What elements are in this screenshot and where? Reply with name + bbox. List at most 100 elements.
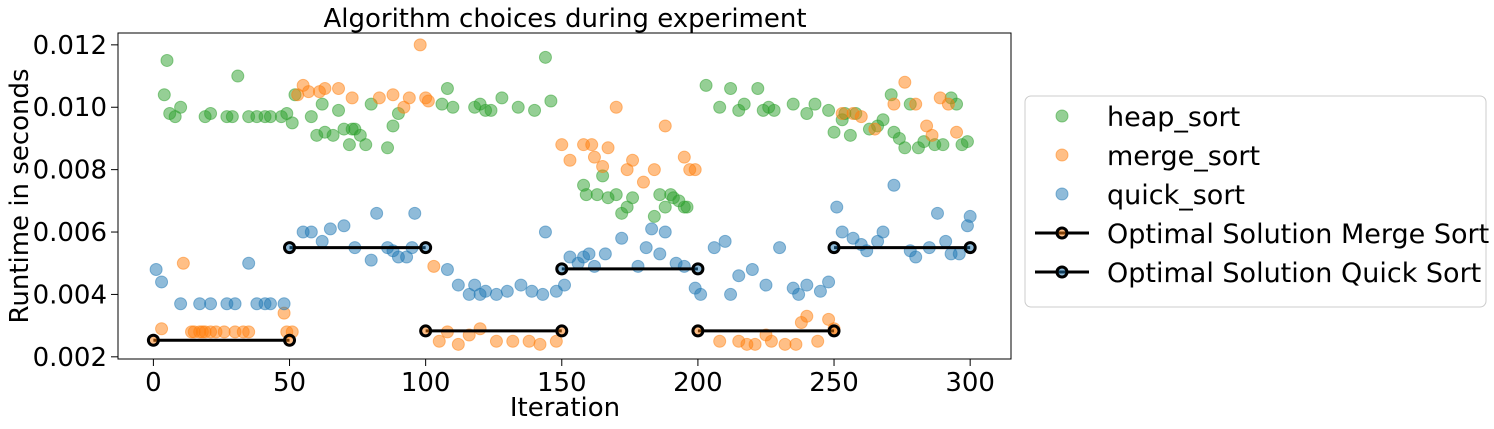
heap_sort-point — [786, 97, 800, 111]
quick_sort-point — [759, 278, 773, 292]
legend-item: Optimal Solution Merge Sort — [1035, 219, 1489, 250]
legend-marker — [1055, 226, 1069, 240]
quick_sort-point — [773, 241, 787, 255]
quick_sort-point — [909, 250, 923, 264]
plot-area — [146, 38, 977, 351]
heap_sort-point — [653, 188, 667, 202]
heap_sort-point — [800, 106, 814, 120]
y-tick-label: 0.002 — [33, 343, 107, 373]
legend-item: quick_sort — [1055, 180, 1245, 211]
legend-marker — [1055, 109, 1069, 123]
quick_sort-point — [792, 287, 806, 301]
quick_sort-point — [645, 222, 659, 236]
heap_sort-point — [225, 110, 239, 124]
optimal-marker — [555, 324, 569, 338]
quick_sort-series — [149, 178, 977, 311]
merge_sort-point — [925, 128, 939, 142]
heap_sort-point — [544, 94, 558, 108]
merge_sort-point — [835, 106, 849, 120]
heap_sort-point — [960, 135, 974, 149]
quick_sort-point — [514, 278, 528, 292]
merge_sort-point — [533, 337, 547, 351]
merge_sort-point — [421, 94, 435, 108]
optimal-marker — [827, 324, 841, 338]
quick_sort-point — [830, 200, 844, 214]
heap_sort-point — [724, 82, 738, 96]
heap_sort-point — [231, 69, 245, 83]
merge_sort-point — [677, 150, 691, 164]
chart-title: Algorithm choices during experiment — [323, 4, 806, 34]
heap_sort-point — [304, 110, 318, 124]
merge_sort-point — [302, 85, 316, 99]
quick_sort-point — [653, 247, 667, 261]
quick_sort-point — [174, 297, 188, 311]
quick_sort-point — [364, 253, 378, 267]
quick_sort-point — [835, 225, 849, 239]
legend-marker — [1055, 148, 1069, 162]
quick_sort-point — [658, 225, 672, 239]
quick_sort-point — [677, 259, 691, 273]
x-tick-label: 250 — [809, 368, 859, 398]
y-tick-label: 0.010 — [33, 93, 107, 123]
heap_sort-point — [342, 138, 356, 152]
heap_sort-point — [435, 97, 449, 111]
heap_sort-point — [827, 125, 841, 139]
quick_sort-point — [707, 241, 721, 255]
quick_sort-point — [489, 287, 503, 301]
heap_sort-point — [528, 103, 542, 117]
quick_sort-point — [822, 275, 836, 289]
merge_sort-point — [176, 256, 190, 270]
merge_sort-point — [432, 334, 446, 348]
merge_sort-point — [868, 122, 882, 136]
merge_sort-point — [549, 334, 563, 348]
x-axis-label: Iteration — [510, 393, 620, 423]
quick_sort-point — [724, 287, 738, 301]
merge_sort-point — [609, 100, 623, 114]
x-tick-label: 50 — [273, 368, 306, 398]
merge_sort-point — [555, 138, 569, 152]
heap_sort-point — [359, 138, 373, 152]
quick_sort-point — [963, 209, 977, 223]
quick_sort-point — [952, 247, 966, 261]
quick_sort-point — [887, 178, 901, 192]
heap_sort-point — [285, 116, 299, 130]
quick_sort-point — [277, 297, 291, 311]
quick_sort-point — [939, 234, 953, 248]
merge_sort-point — [887, 97, 901, 111]
quick_sort-point — [304, 225, 318, 239]
y-tick-label: 0.008 — [33, 156, 107, 186]
merge_sort-point — [427, 259, 441, 273]
merge_sort-point — [402, 91, 416, 105]
merge_sort-point — [386, 88, 400, 102]
quick_sort-point — [337, 219, 351, 233]
merge_sort-point — [372, 91, 386, 105]
heap_sort-point — [386, 119, 400, 133]
quick_sort-point — [598, 247, 612, 261]
quick_sort-point — [587, 259, 601, 273]
quick_sort-point — [732, 269, 746, 283]
heap_sort-point — [751, 82, 765, 96]
quick_sort-point — [876, 225, 890, 239]
heap_sort-point — [843, 128, 857, 142]
optimal-marker — [555, 262, 569, 276]
heap_sort-point — [332, 103, 346, 117]
optimal-marker — [419, 241, 433, 255]
legend-label: merge_sort — [1107, 141, 1260, 172]
quick_sort-point — [582, 247, 596, 261]
merge_sort-point — [506, 334, 520, 348]
heap_sort-point — [495, 91, 509, 105]
legend-box — [1024, 95, 1487, 308]
legend: heap_sort merge_sort quick_sort Optimal Sol… — [1024, 95, 1489, 308]
heap_sort-point — [647, 209, 661, 223]
optimal-marker — [827, 241, 841, 255]
y-tick-label: 0.006 — [33, 218, 107, 248]
merge_sort-point — [318, 82, 332, 96]
optimal-marker — [419, 324, 433, 338]
quick_sort-point — [204, 297, 218, 311]
merge_sort-point — [658, 119, 672, 133]
x-tick-label: 150 — [537, 368, 587, 398]
quick_sort-point — [718, 234, 732, 248]
heap_sort-series — [157, 50, 974, 223]
merge_sort-point — [587, 150, 601, 164]
